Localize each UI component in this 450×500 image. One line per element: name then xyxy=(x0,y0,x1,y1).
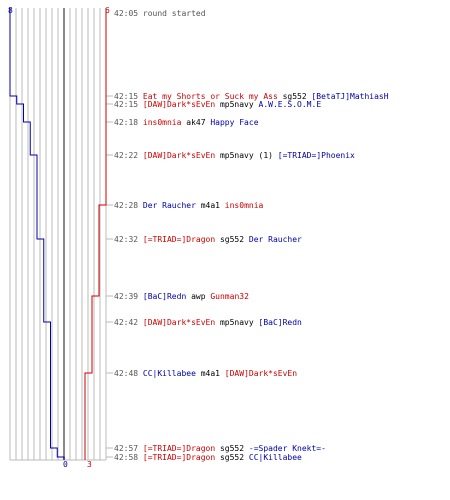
weapon-name: mp5navy xyxy=(215,318,259,327)
event-time: 42:15 xyxy=(114,92,143,101)
killer-name: Der Raucher xyxy=(142,201,196,210)
weapon-name: sg552 xyxy=(215,444,249,453)
event-time: 42:05 xyxy=(114,9,143,18)
killer-name: Eat my Shorts or Suck my Ass xyxy=(142,92,278,101)
event-time: 42:57 xyxy=(114,444,143,453)
event-time: 42:39 xyxy=(114,292,143,301)
weapon-name: mp5navy (1) xyxy=(215,151,278,160)
blue-end-count: 0 xyxy=(63,460,68,469)
victim-name: Happy Face xyxy=(210,118,259,127)
killer-name: [DAW]Dark*sEvEn xyxy=(142,100,216,109)
victim-name: CC|Killabee xyxy=(248,453,302,462)
kill-event-row: 42:15 [DAW]Dark*sEvEn mp5navy A.W.E.S.O.… xyxy=(114,100,321,109)
killer-name: ins0mnia xyxy=(142,118,182,127)
victim-name: ins0mnia xyxy=(224,201,264,210)
kill-event-row: 42:39 [BaC]Redn awp Gunman32 xyxy=(114,292,249,301)
victim-name: [=TRIAD=]Phoenix xyxy=(277,151,355,160)
kill-event-row: 42:15 Eat my Shorts or Suck my Ass sg552… xyxy=(114,92,389,101)
kill-event-row: 42:32 [=TRIAD=]Dragon sg552 Der Raucher xyxy=(114,235,302,244)
victim-name: A.W.E.S.O.M.E xyxy=(258,100,322,109)
weapon-name: m4a1 xyxy=(195,201,225,210)
event-text: round started xyxy=(142,9,206,18)
kill-event-row: 42:57 [=TRIAD=]Dragon sg552 -=Spader Kne… xyxy=(114,444,326,453)
weapon-name: sg552 xyxy=(215,453,249,462)
victim-name: Gunman32 xyxy=(210,292,249,301)
graph-grid xyxy=(9,8,107,461)
round-event-row: 42:05 round started xyxy=(114,9,206,18)
event-guide-lines xyxy=(106,95,113,458)
killer-name: [DAW]Dark*sEvEn xyxy=(142,151,216,160)
weapon-name: mp5navy xyxy=(215,100,259,109)
kill-event-row: 42:18 ins0mnia ak47 Happy Face xyxy=(114,118,259,127)
weapon-name: sg552 xyxy=(277,92,312,101)
victim-name: [BetaTJ]MathiasH xyxy=(311,92,389,101)
event-time: 42:18 xyxy=(114,118,143,127)
weapon-name: m4a1 xyxy=(195,369,225,378)
weapon-name: ak47 xyxy=(181,118,211,127)
killer-name: CC|Killabee xyxy=(142,369,196,378)
victim-name: [DAW]Dark*sEvEn xyxy=(224,369,298,378)
victim-name: -=Spader Knekt=- xyxy=(248,444,326,453)
red-end-count: 3 xyxy=(87,460,92,469)
kill-event-row: 42:58 [=TRIAD=]Dragon sg552 CC|Killabee xyxy=(114,453,302,462)
killer-name: [BaC]Redn xyxy=(142,292,187,301)
kill-event-row: 42:42 [DAW]Dark*sEvEn mp5navy [BaC]Redn xyxy=(114,318,302,327)
event-time: 42:22 xyxy=(114,151,143,160)
red-start-count: 6 xyxy=(105,6,110,15)
killer-name: [=TRIAD=]Dragon xyxy=(142,453,216,462)
kill-event-row: 42:22 [DAW]Dark*sEvEn mp5navy (1) [=TRIA… xyxy=(114,151,355,160)
weapon-name: sg552 xyxy=(215,235,249,244)
blue-start-count: 8 xyxy=(8,6,13,15)
killer-name: [=TRIAD=]Dragon xyxy=(142,235,216,244)
killer-name: [DAW]Dark*sEvEn xyxy=(142,318,216,327)
kill-event-row: 42:48 CC|Killabee m4a1 [DAW]Dark*sEvEn xyxy=(114,369,297,378)
killer-name: [=TRIAD=]Dragon xyxy=(142,444,216,453)
event-time: 42:58 xyxy=(114,453,143,462)
weapon-name: awp xyxy=(186,292,211,301)
red-team-alive-line xyxy=(84,8,107,460)
event-time: 42:42 xyxy=(114,318,143,327)
event-time: 42:48 xyxy=(114,369,143,378)
victim-name: Der Raucher xyxy=(248,235,302,244)
victim-name: [BaC]Redn xyxy=(258,318,302,327)
event-time: 42:28 xyxy=(114,201,143,210)
event-time: 42:15 xyxy=(114,100,143,109)
kill-event-row: 42:28 Der Raucher m4a1 ins0mnia xyxy=(114,201,263,210)
blue-team-alive-line xyxy=(9,8,65,460)
event-time: 42:32 xyxy=(114,235,143,244)
